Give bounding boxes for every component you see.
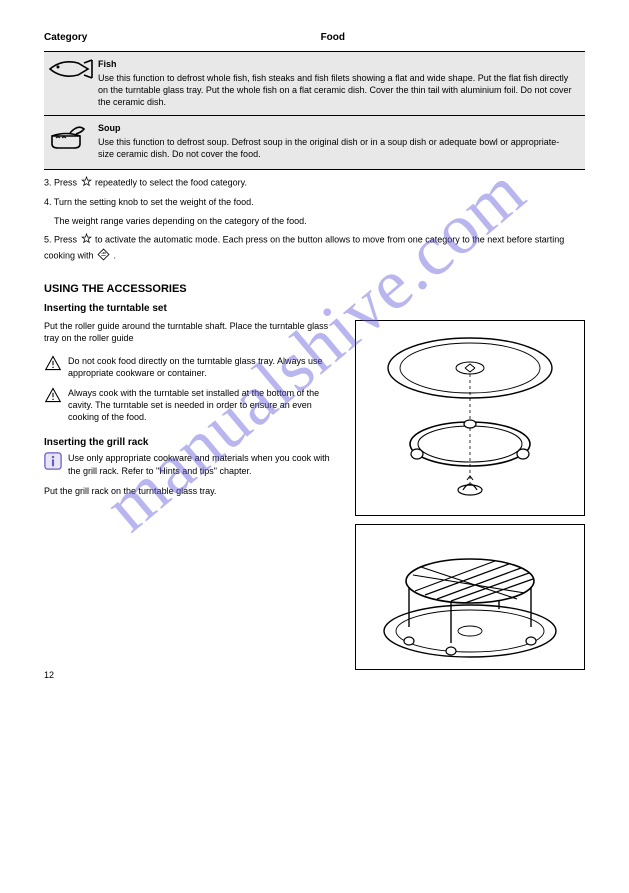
- step-5: 5. Press to activate the automatic mode.…: [44, 233, 585, 264]
- subheading-grill: Inserting the grill rack: [44, 437, 341, 448]
- soup-icon: [48, 122, 98, 155]
- step-note: The weight range varies depending on the…: [54, 215, 585, 228]
- warning-text: Do not cook food directly on the turntab…: [68, 355, 341, 379]
- row-title: Fish: [98, 58, 573, 70]
- table-header: Category Food: [44, 32, 585, 43]
- turntable-text: Put the roller guide around the turntabl…: [44, 320, 341, 345]
- grill-text: Put the grill rack on the turntable glas…: [44, 485, 341, 498]
- header-food: Food: [321, 32, 345, 43]
- fish-icon: [48, 58, 98, 83]
- category-table: Fish Use this function to defrost whole …: [44, 51, 585, 170]
- table-row: Fish Use this function to defrost whole …: [44, 52, 585, 116]
- section-heading: USING THE ACCESSORIES: [44, 283, 585, 295]
- step-text: .: [114, 251, 117, 261]
- warning-block: Always cook with the turntable set insta…: [44, 387, 341, 423]
- row-text: Use this function to defrost soup. Defro…: [98, 136, 573, 160]
- table-row: Soup Use this function to defrost soup. …: [44, 116, 585, 170]
- step-text: 3. Press: [44, 177, 80, 187]
- warning-icon: [44, 387, 62, 423]
- turntable-figure: [355, 320, 585, 516]
- info-text: Use only appropriate cookware and materi…: [68, 452, 341, 476]
- step-4: 4. Turn the setting knob to set the weig…: [44, 196, 585, 209]
- row-title: Soup: [98, 122, 573, 134]
- start-icon: +30: [97, 248, 110, 265]
- page-number: 12: [44, 670, 54, 680]
- row-text: Use this function to defrost whole fish,…: [98, 72, 573, 108]
- info-icon: [44, 452, 62, 476]
- info-block: Use only appropriate cookware and materi…: [44, 452, 341, 476]
- subheading-turntable: Inserting the turntable set: [44, 303, 585, 314]
- warning-icon: [44, 355, 62, 379]
- warning-text: Always cook with the turntable set insta…: [68, 387, 341, 423]
- warning-block: Do not cook food directly on the turntab…: [44, 355, 341, 379]
- svg-text:+30: +30: [101, 251, 106, 255]
- step-3: 3. Press repeatedly to select the food c…: [44, 176, 585, 191]
- step-text: 5. Press: [44, 235, 80, 245]
- step-text: to activate the automatic mode. Each pre…: [44, 235, 564, 261]
- grill-figure: [355, 524, 585, 670]
- star-icon: [81, 233, 92, 248]
- header-category: Category: [44, 32, 87, 43]
- star-icon: [81, 176, 92, 191]
- step-text: repeatedly to select the food category.: [95, 177, 247, 187]
